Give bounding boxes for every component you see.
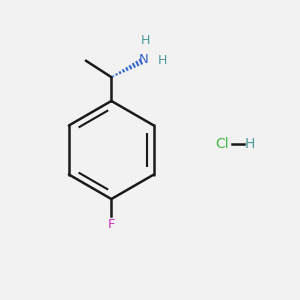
Text: H: H <box>158 54 167 67</box>
Text: Cl: Cl <box>215 137 229 151</box>
Text: H: H <box>245 137 256 151</box>
Text: F: F <box>108 218 115 231</box>
Text: N: N <box>139 53 149 66</box>
Text: H: H <box>141 34 150 47</box>
